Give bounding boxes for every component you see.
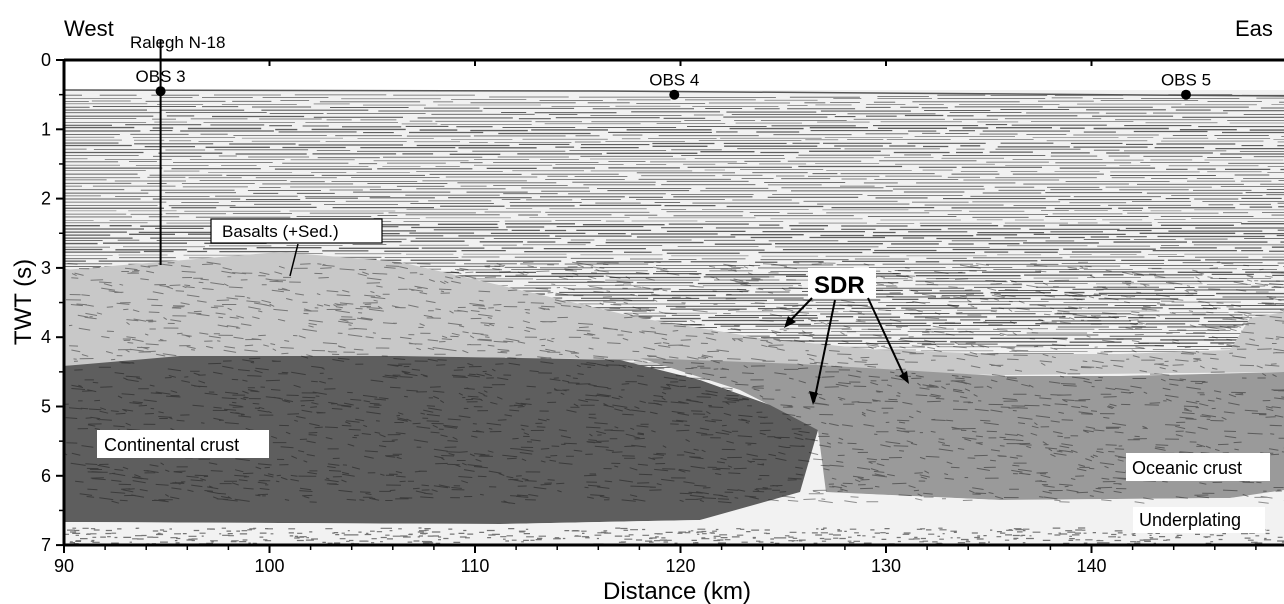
x-tick-label: 110 (461, 556, 490, 576)
obs-label: OBS 5 (1161, 71, 1211, 90)
x-axis-label: Distance (km) (603, 578, 751, 604)
oceanic-crust-layer (640, 358, 1284, 500)
y-axis-label: TWT (s) (10, 259, 37, 345)
y-axis-ticks: 0 1 2 3 4 5 6 7 (41, 50, 64, 555)
y-tick-label: 6 (41, 466, 51, 486)
well-label: Ralegh N-18 (130, 33, 225, 52)
y-tick-label: 2 (41, 189, 51, 209)
underplating-layer (64, 492, 1284, 545)
underplating-label-box (1133, 507, 1265, 533)
continental-crust-layer (64, 356, 818, 524)
x-tick-label: 90 (54, 556, 74, 576)
direction-east-label: Eas (1235, 16, 1273, 41)
obs-label: OBS 4 (649, 71, 699, 90)
underplating-label: Underplating (1139, 510, 1241, 530)
y-tick-label: 3 (41, 258, 51, 278)
obs-marker (669, 89, 680, 100)
basalts-layer (64, 252, 1284, 375)
basalts-label: Basalts (+Sed.) (222, 222, 339, 241)
obs-marker (1181, 89, 1191, 100)
x-tick-label: 140 (1076, 556, 1106, 576)
underplating-texture (64, 527, 1284, 545)
continental-label-box (97, 430, 269, 458)
continental-crust-label: Continental crust (104, 435, 239, 455)
y-tick-label: 4 (41, 327, 51, 347)
obs-label: OBS 3 (136, 67, 186, 86)
basalts-label-box (210, 218, 383, 244)
oceanic-crust-label: Oceanic crust (1132, 458, 1242, 478)
y-tick-label: 0 (41, 50, 51, 70)
obs-markers: OBS 3 OBS 4 OBS 5 (136, 67, 1211, 100)
seafloor-line (64, 89, 1284, 97)
y-tick-label: 7 (41, 535, 51, 555)
sdr-label: SDR (814, 272, 865, 299)
top-water-band (64, 60, 1284, 90)
direction-west-label: West (64, 16, 114, 41)
x-tick-label: 100 (254, 556, 284, 576)
plot-area (64, 60, 1284, 545)
y-tick-label: 5 (41, 397, 51, 417)
oceanic-label-box (1126, 453, 1270, 481)
x-tick-label: 120 (665, 556, 695, 576)
sdr-label-box (808, 268, 876, 298)
sdr-arrowheads (784, 316, 909, 405)
x-tick-label: 130 (871, 556, 901, 576)
y-tick-label: 1 (41, 119, 51, 139)
x-axis-ticks: 90 100 110 120 130 140 (54, 60, 1257, 576)
obs-marker (155, 86, 166, 97)
basalts-pointer (289, 243, 299, 277)
